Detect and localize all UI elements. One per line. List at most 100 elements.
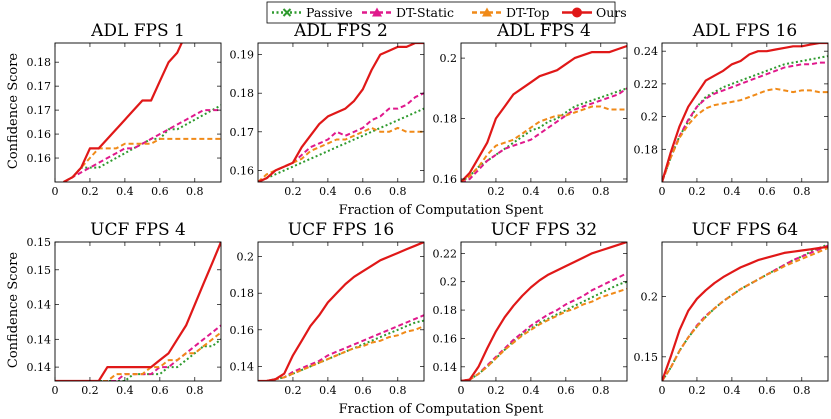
plot-frame-adl-fps-2 (257, 42, 425, 183)
series-line-dt-top-adl-fps-16 (662, 87, 828, 182)
series-line-dt-static-ucf-fps-32 (461, 272, 627, 381)
y-tick-label: 0.14 (230, 360, 255, 373)
x-tick-label: 0.2 (688, 384, 706, 397)
x-tick-label: 0.2 (81, 185, 99, 198)
legend-marker-dt-top (482, 7, 492, 17)
series-group-adl-fps-2 (258, 43, 424, 182)
series-line-ours-ucf-fps-16 (258, 242, 424, 381)
x-tick-label: 0.6 (758, 185, 776, 198)
x-tick-label: 0.4 (116, 185, 134, 198)
series-group-adl-fps-16 (662, 43, 828, 182)
panel-title-ucf-fps-32: UCF FPS 32 (491, 220, 597, 240)
series-line-passive-adl-fps-4 (461, 87, 627, 182)
x-tick-label: 0.2 (284, 185, 302, 198)
x-tick-label: 0.6 (354, 185, 372, 198)
panel-adl-fps-16: ADL FPS 16 0 0.2 0.4 0.6 0.8 0.18 0.2 0.22 0.24 (634, 21, 829, 198)
x-tick-label: 0.2 (688, 185, 706, 198)
legend: Passive DT-Static DT-Top Ours (266, 1, 627, 24)
plot-frame-ucf-fps-4 (54, 241, 222, 382)
plot-frame-ucf-fps-32 (460, 241, 628, 382)
y-tick-label: 0.14 (27, 299, 52, 312)
series-line-ours-adl-fps-16 (662, 43, 828, 182)
x-tick-label: 0.4 (319, 185, 337, 198)
y-axis-label-bottom: Confidence Score (6, 252, 21, 369)
x-tick-label: 0.2 (487, 185, 505, 198)
series-line-dt-top-adl-fps-2 (258, 126, 424, 182)
panel-title-ucf-fps-4: UCF FPS 4 (90, 220, 186, 240)
y-tick-label: 0.18 (634, 143, 659, 156)
y-tick-label: 0.16 (27, 152, 52, 165)
legend-label-passive: Passive (306, 5, 353, 20)
panel-adl-fps-2: ADL FPS 2 0.2 0.4 0.6 0.8 0.16 0.17 0.18 0.19 (230, 21, 425, 198)
x-axis-label-top: Fraction of Computation Spent (339, 203, 545, 218)
y-tick-label: 0.16 (433, 173, 458, 186)
y-axis-label-top: Confidence Score (6, 53, 21, 170)
panel-adl-fps-4: ADL FPS 4 0.2 0.4 0.6 0.8 0.16 0.18 0.2 (433, 21, 628, 198)
y-tick-label: 0.22 (634, 78, 659, 91)
series-line-passive-adl-fps-2 (258, 107, 424, 182)
x-tick-label: 0.6 (758, 384, 776, 397)
x-tick-label: 0 (52, 185, 59, 198)
y-tick-label: 0.2 (237, 251, 255, 264)
legend-marker-dt-static (372, 7, 382, 17)
x-tick-label: 0.8 (592, 384, 610, 397)
x-tick-label: 0.6 (557, 384, 575, 397)
panel-title-adl-fps-4: ADL FPS 4 (496, 21, 591, 41)
legend-box (266, 1, 616, 24)
y-tick-label: 0.15 (634, 351, 659, 364)
series-line-dt-static-adl-fps-1 (63, 109, 221, 182)
y-tick-label: 0.18 (433, 304, 458, 317)
y-tick-label: 0.2 (440, 276, 458, 289)
x-tick-label: 0.8 (186, 384, 204, 397)
x-tick-label: 0.8 (389, 185, 407, 198)
chart-panels: ADL FPS 1 0 0.2 0.4 0.6 0.8 0.16 0.16 0.17 0.17 0.… (27, 21, 829, 397)
legend-marker-ours (572, 7, 582, 18)
y-tick-label: 0.16 (230, 164, 255, 177)
y-tick-label: 0.16 (230, 324, 255, 337)
x-axis-label-bottom: Fraction of Computation Spent (339, 402, 545, 417)
x-tick-label: 0.6 (557, 185, 575, 198)
y-tick-label: 0.18 (433, 113, 458, 126)
x-tick-label: 0.4 (723, 384, 741, 397)
y-tick-label: 0.17 (230, 126, 255, 139)
series-line-ours-adl-fps-4 (461, 44, 627, 182)
series-line-dt-top-ucf-fps-32 (461, 287, 627, 381)
legend-label-dt-static: DT-Static (396, 5, 454, 20)
series-line-ours-adl-fps-1 (63, 43, 183, 182)
y-tick-label: 0.14 (433, 361, 458, 374)
legend-marker-passive (282, 8, 292, 17)
x-tick-label: 0.8 (793, 384, 811, 397)
panel-ucf-fps-4: UCF FPS 4 0 0.2 0.4 0.6 0.8 0.14 0.14 0.14 0.15 0.… (27, 220, 222, 397)
series-group-ucf-fps-4 (55, 242, 221, 381)
series-line-dt-static-ucf-fps-16 (258, 314, 424, 381)
x-tick-label: 0.8 (389, 384, 407, 397)
series-line-dt-top-adl-fps-4 (461, 105, 627, 182)
x-tick-label: 0.4 (723, 185, 741, 198)
x-tick-label: 0.6 (151, 185, 169, 198)
panel-title-adl-fps-16: ADL FPS 16 (692, 21, 798, 41)
series-line-dt-static-adl-fps-2 (258, 92, 424, 182)
x-tick-label: 0.4 (116, 384, 134, 397)
series-line-ours-adl-fps-2 (258, 43, 424, 182)
series-line-passive-ucf-fps-64 (662, 243, 828, 381)
x-tick-label: 0 (52, 384, 59, 397)
y-tick-label: 0.16 (27, 128, 52, 141)
plot-frame-adl-fps-1 (54, 42, 222, 183)
x-tick-label: 0.4 (319, 384, 337, 397)
y-tick-label: 0.18 (27, 56, 52, 69)
series-line-dt-top-ucf-fps-16 (258, 325, 424, 381)
series-line-ours-ucf-fps-4 (55, 242, 221, 381)
y-tick-label: 0.2 (440, 52, 458, 65)
x-tick-label: 0.2 (284, 384, 302, 397)
series-line-ours-ucf-fps-32 (461, 242, 627, 381)
series-line-dt-top-adl-fps-1 (63, 137, 221, 182)
y-tick-label: 0.17 (27, 104, 52, 117)
y-tick-label: 0.2 (641, 290, 659, 303)
y-tick-label: 0.16 (433, 332, 458, 345)
series-line-passive-adl-fps-16 (662, 55, 828, 182)
series-group-adl-fps-1 (63, 43, 221, 182)
panel-adl-fps-1: ADL FPS 1 0 0.2 0.4 0.6 0.8 0.16 0.16 0.17 0.17 0.… (27, 21, 222, 198)
x-tick-label: 0 (659, 185, 666, 198)
series-line-passive-ucf-fps-32 (461, 280, 627, 381)
